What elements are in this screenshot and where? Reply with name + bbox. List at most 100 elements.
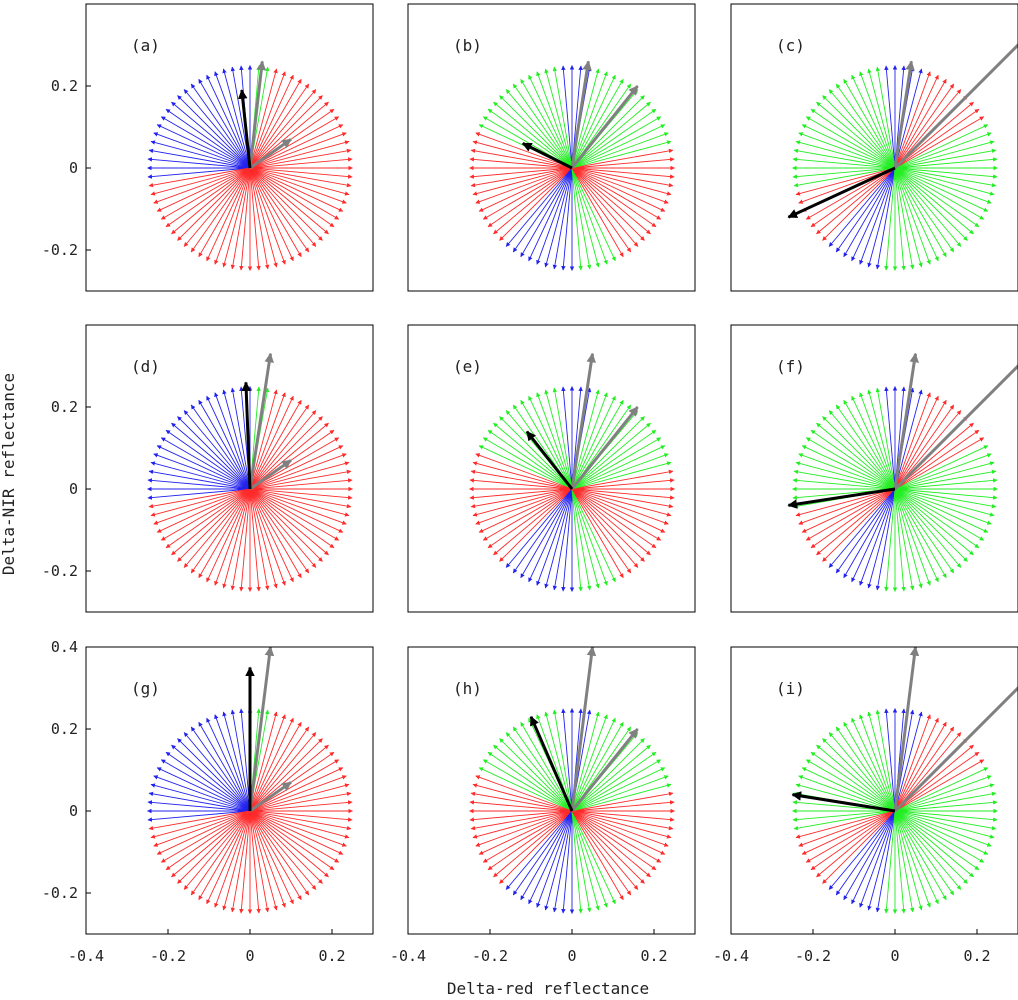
ray-red [571,488,645,562]
ray-green [894,478,998,490]
ray-red [148,167,251,188]
ray-green [816,422,896,490]
panels-group: (a) 0.2 0 -0.2 (b) (c) (d) 0.2 0 -0.2 (e) (f) (g) 0.4… [42,3,1018,965]
ray-green [571,711,600,812]
ray-red [249,167,294,262]
ray-red [249,461,350,490]
panel-c: (c) [730,3,1018,292]
panel-frame [407,324,696,613]
ray-blue [528,488,573,583]
panel-g: (g) 0.4 0.2 0 -0.2 -0.4 -0.2 0 0.2 [42,638,374,965]
y-tick-label: 0.2 [51,398,78,416]
ray-red [249,167,302,258]
ray-green [571,810,583,914]
ray-green [828,410,896,490]
ray-green [571,167,600,268]
ray-green [875,709,896,812]
ray-red [472,140,573,169]
ray-blue [147,488,251,500]
ray-red [571,167,632,253]
ray-green [859,71,896,169]
ray-green [499,95,573,169]
x-tick-label: 0.2 [318,947,345,965]
ray-red [249,478,353,490]
x-tick-label: 0 [890,947,899,965]
ray-red [249,124,344,169]
ray-red [165,810,251,871]
ray-red [249,488,353,500]
ray-blue [147,800,251,812]
ray-red [894,71,931,169]
ray-red [482,810,573,863]
ray-green [487,429,573,490]
ray-green [894,488,989,533]
ray-red [249,68,278,169]
ray-green [884,167,896,271]
ray-green [894,810,985,863]
ray-red [177,810,251,884]
ray-green [810,751,896,812]
ray-red [249,775,347,812]
ray-blue [561,167,573,271]
vector-black [237,89,252,169]
ray-red [249,392,286,490]
ray-red [470,469,573,490]
ray-green [493,744,573,812]
ray-green [528,74,573,169]
ray-green [505,89,573,169]
ray-red [249,167,310,253]
ray-red [810,167,896,228]
ray-blue [536,488,573,586]
ray-red [190,810,251,896]
ray-red [469,488,573,500]
ray-red [214,810,251,908]
ray-red [206,167,251,262]
ray-blue [843,488,896,579]
ray-red [472,167,573,196]
vector-black [787,166,896,219]
ray-red [177,488,251,562]
ray-red [249,488,329,556]
ray-red [249,488,270,591]
panel-frame [730,324,1018,613]
ray-red [571,167,669,204]
ray-red [249,711,278,812]
ray-green [571,389,600,490]
ray-red [894,404,955,490]
ray-red [894,108,980,169]
ray-green [894,488,915,591]
ray-blue [544,167,573,268]
ray-red [571,488,657,549]
ray-red [894,392,931,490]
ray-green [571,116,662,169]
ray-red [478,810,573,855]
ray-red [472,810,573,839]
ray-blue [884,65,896,169]
ray-green [894,810,906,914]
ray-green [571,78,624,169]
ray-green [894,488,998,500]
ray-green [894,810,974,878]
ray-green [512,726,573,812]
ray-green [552,709,573,812]
ray-green [571,810,608,908]
ray-green [875,387,896,490]
ray-green [894,461,995,490]
ray-blue [843,167,896,258]
ray-red [499,488,573,562]
ray-green [493,101,573,169]
ray-red [470,167,573,188]
ray-green [792,810,896,822]
ray-green [795,461,896,490]
ray-green [884,810,896,914]
ray-blue [206,395,251,490]
ray-blue [544,810,573,911]
ray-red [249,167,329,235]
ray-red [153,167,251,204]
ray-green [571,108,657,169]
ray-red [571,167,657,228]
ray-green [828,732,896,812]
ray-blue [153,453,251,490]
panel-label: (f) [776,357,805,376]
